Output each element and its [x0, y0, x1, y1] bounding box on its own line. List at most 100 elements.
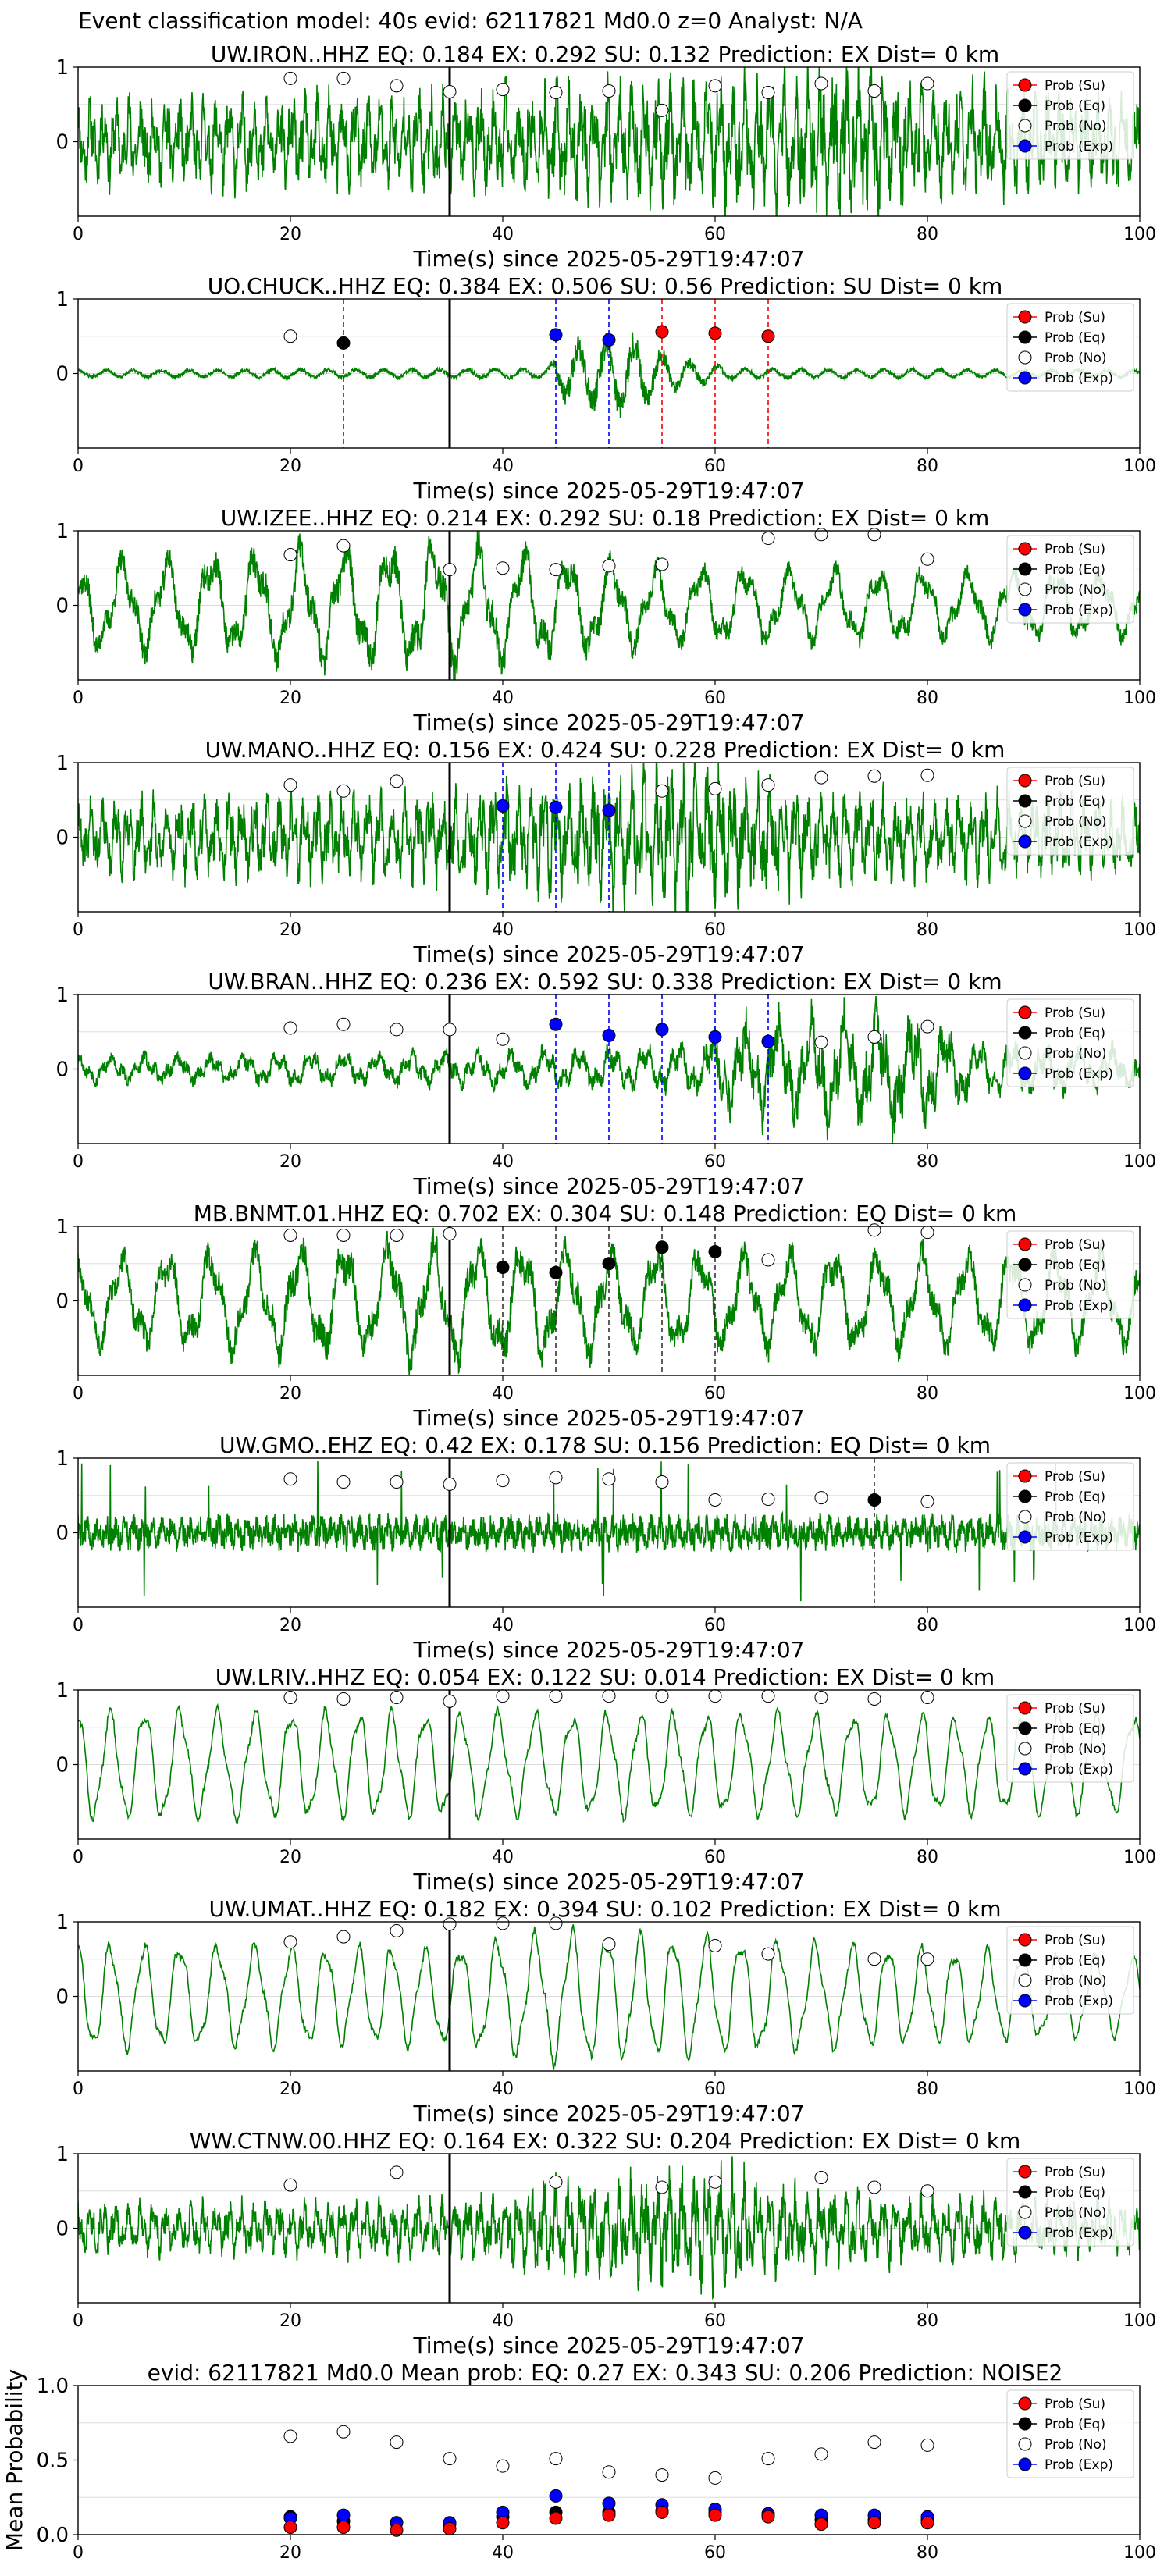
x-tick-label: 40	[492, 1616, 514, 1635]
x-tick-label: 40	[492, 457, 514, 476]
point-no	[443, 1227, 457, 1241]
panel-title: UW.IRON..HHZ EQ: 0.184 EX: 0.292 SU: 0.1…	[211, 41, 999, 67]
x-axis-label: Time(s) since 2025-05-29T19:47:07	[412, 1173, 804, 1199]
x-tick-label: 40	[492, 920, 514, 940]
legend-label-exp: Prob (Exp)	[1045, 371, 1113, 386]
legend-label-eq: Prob (Eq)	[1045, 1721, 1105, 1737]
y-tick-label: 1	[55, 2143, 69, 2166]
x-tick-label: 100	[1123, 1152, 1156, 1172]
y-tick-label: 0	[55, 1522, 69, 1546]
legend-marker-su	[1018, 1005, 1032, 1019]
legend-marker-exp	[1018, 2457, 1032, 2471]
legend-label-exp: Prob (Exp)	[1045, 2226, 1113, 2241]
legend-label-eq: Prob (Eq)	[1045, 2185, 1105, 2201]
x-tick-label: 80	[917, 1616, 938, 1635]
x-tick-label: 0	[73, 1384, 84, 1404]
point-no	[655, 557, 669, 571]
point-no	[443, 563, 457, 577]
point-no	[920, 1494, 934, 1508]
legend-label-eq: Prob (Eq)	[1045, 1258, 1105, 1273]
x-tick-label: 40	[492, 2543, 514, 2563]
x-tick-label: 20	[279, 1152, 301, 1172]
x-tick-label: 100	[1123, 1848, 1156, 1867]
x-tick-label: 60	[704, 1152, 726, 1172]
legend-box	[1006, 1230, 1134, 1319]
x-tick-label: 0	[73, 225, 84, 244]
legend-label-exp: Prob (Exp)	[1045, 1994, 1113, 2009]
point-eq	[655, 1240, 669, 1254]
point-su	[390, 2523, 404, 2537]
legend-marker-su	[1018, 78, 1032, 92]
point-no	[549, 85, 563, 99]
point-su	[336, 2520, 351, 2534]
legend-box	[1006, 998, 1134, 1087]
point-no	[549, 1471, 563, 1485]
point-exp	[549, 328, 563, 342]
legend-label-exp: Prob (Exp)	[1045, 1530, 1113, 1546]
legend-label-su: Prob (Su)	[1045, 1237, 1105, 1253]
waveform-trace	[78, 531, 1140, 680]
x-tick-label: 40	[492, 2080, 514, 2099]
point-no	[814, 1691, 828, 1705]
legend-marker-su	[1018, 310, 1032, 324]
legend-label-no: Prob (No)	[1045, 1742, 1107, 1757]
legend-marker-su	[1018, 2165, 1032, 2179]
point-exp	[602, 803, 616, 817]
x-tick-label: 60	[704, 2311, 726, 2331]
y-tick-label: 0	[55, 1290, 69, 1314]
point-no	[390, 1475, 404, 1489]
point-no	[761, 1947, 775, 1961]
legend-marker-exp	[1018, 1762, 1032, 1776]
point-eq	[602, 1257, 616, 1271]
x-tick-label: 60	[704, 2543, 726, 2563]
x-tick-label: 60	[704, 920, 726, 940]
point-su	[443, 2521, 457, 2535]
legend-label-eq: Prob (Eq)	[1045, 1026, 1105, 1041]
legend-marker-no	[1018, 1278, 1032, 1292]
legend-marker-su	[1018, 1237, 1032, 1251]
waveform-trace	[78, 763, 1140, 912]
point-no	[602, 559, 616, 573]
point-no	[602, 2465, 616, 2479]
point-su	[761, 329, 775, 343]
panel-title: UW.UMAT..HHZ EQ: 0.182 EX: 0.394 SU: 0.1…	[209, 1896, 1002, 1922]
legend-label-su: Prob (Su)	[1045, 310, 1105, 326]
point-no	[602, 1937, 616, 1952]
x-tick-label: 80	[917, 1384, 938, 1404]
panel-title: UO.CHUCK..HHZ EQ: 0.384 EX: 0.506 SU: 0.…	[208, 273, 1003, 299]
x-tick-label: 40	[492, 225, 514, 244]
legend-label-no: Prob (No)	[1045, 1510, 1107, 1525]
point-su	[496, 2516, 510, 2530]
x-tick-label: 100	[1123, 457, 1156, 476]
chart-panel-3: 0 20 40 60 80 100 1 0 UW.IZEE..HHZ EQ: 0.214 EX:…	[55, 505, 1156, 735]
point-no	[443, 1477, 457, 1491]
x-tick-label: 80	[917, 2080, 938, 2099]
waveform-trace	[78, 1703, 1140, 1825]
x-tick-label: 0	[73, 2311, 84, 2331]
legend-marker-eq	[1018, 330, 1032, 344]
x-axis-label: Time(s) since 2025-05-29T19:47:07	[412, 1405, 804, 1431]
legend-label-eq: Prob (Eq)	[1045, 1489, 1105, 1505]
point-no	[708, 781, 722, 795]
point-exp	[336, 2508, 351, 2522]
y-tick-label: 1	[55, 1679, 69, 1703]
x-tick-label: 100	[1123, 920, 1156, 940]
legend-marker-su	[1018, 1933, 1032, 1947]
y-tick-label: 1	[55, 752, 69, 775]
legend-marker-no	[1018, 2437, 1032, 2451]
point-no	[655, 2468, 669, 2482]
point-no	[283, 1935, 297, 1949]
y-tick-label: 1	[55, 56, 69, 80]
legend-box	[1006, 535, 1134, 624]
point-no	[283, 2178, 297, 2192]
panel-title: UW.BRAN..HHZ EQ: 0.236 EX: 0.592 SU: 0.3…	[208, 969, 1002, 994]
legend-marker-su	[1018, 542, 1032, 556]
point-no	[655, 2180, 669, 2194]
x-axis-label: Time(s) since 2025-05-29T19:47:07	[412, 246, 804, 272]
x-tick-label: 80	[917, 457, 938, 476]
legend-label-eq: Prob (Eq)	[1045, 562, 1105, 578]
x-tick-label: 60	[704, 688, 726, 708]
legend-label-exp: Prob (Exp)	[1045, 1298, 1113, 1314]
point-exp	[549, 1017, 563, 1031]
x-tick-label: 60	[704, 1616, 726, 1635]
